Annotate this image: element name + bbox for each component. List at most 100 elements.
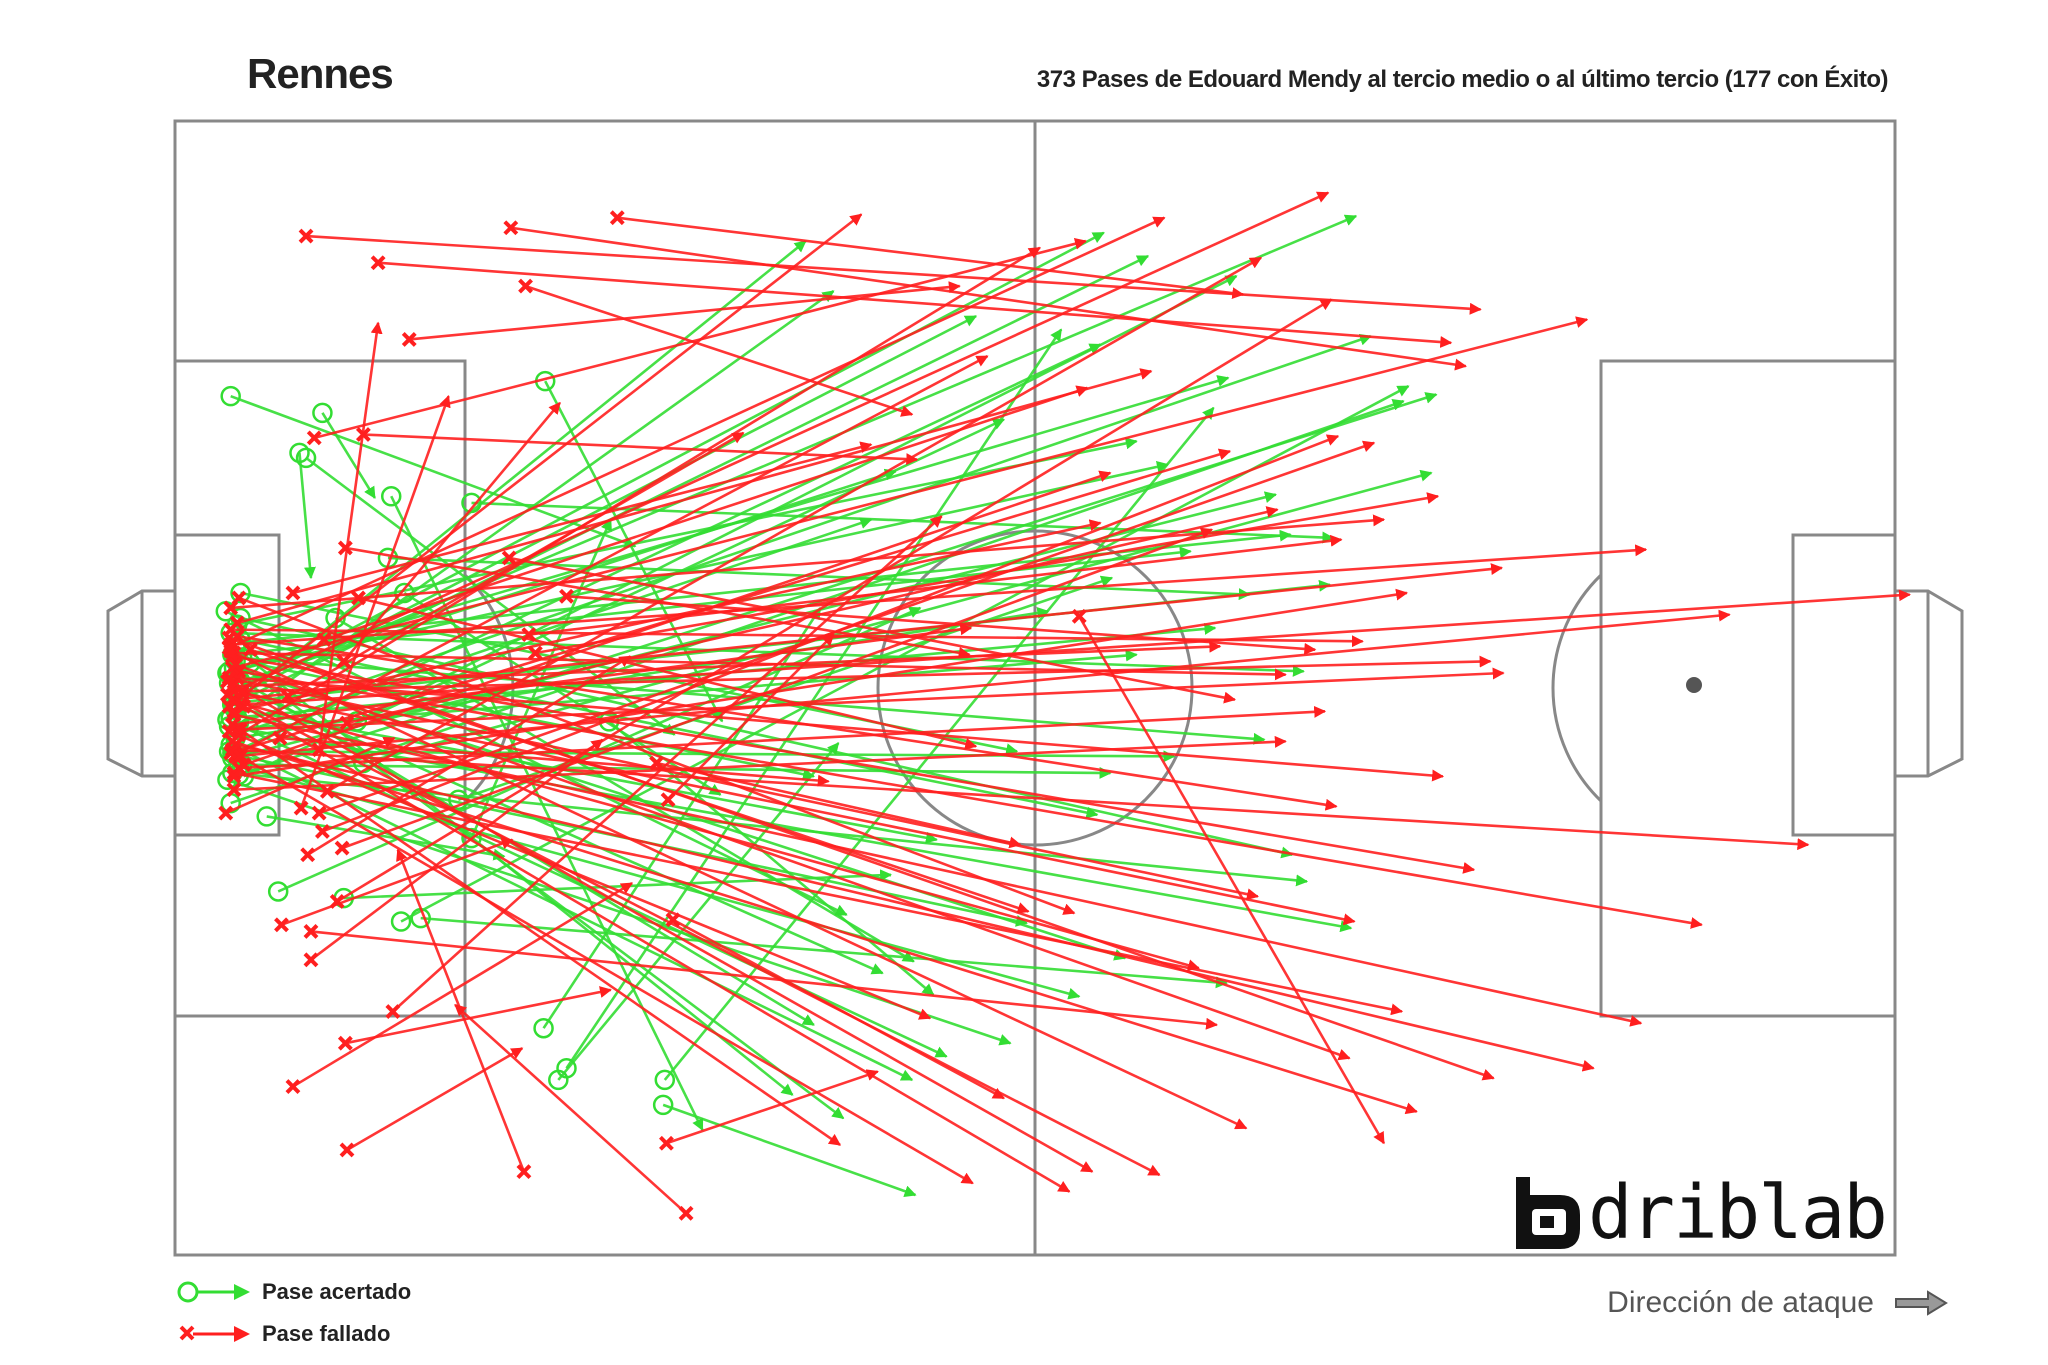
pass-success-origin — [654, 1069, 676, 1091]
pass-fail-origin — [233, 748, 248, 764]
pass-fail-origin — [298, 228, 314, 244]
pass-fail-origin — [224, 648, 240, 664]
pass-fail-origin — [665, 912, 681, 928]
pass-fail-arrow — [230, 544, 1648, 646]
legend-fail: Pase fallado — [176, 1321, 390, 1347]
pass-fail-arrow — [508, 556, 1237, 704]
pass-fail-origin — [1071, 608, 1087, 624]
pass-fail-origin — [337, 540, 353, 556]
pass-fail-arrow — [241, 691, 1356, 926]
pass-fail-origin — [401, 332, 417, 347]
pass-fail-arrow — [225, 736, 396, 815]
pass-fail-arrow — [358, 596, 978, 750]
pass-fail-origin — [274, 917, 289, 933]
pass-fail-arrow — [1078, 615, 1386, 1145]
pass-fail-arrow — [237, 635, 1338, 811]
pass-fail-arrow — [233, 191, 1330, 693]
pass-success-arrow — [662, 1103, 917, 1197]
pass-fail-arrow — [305, 234, 1482, 315]
pass-fail-origin — [221, 670, 237, 686]
pass-fail-arrow — [228, 730, 932, 1020]
pass-success-arrow — [238, 765, 1081, 1000]
pass-fail-arrow — [238, 596, 1076, 915]
right-goal-area — [1791, 533, 1897, 837]
pass-success-arrow — [225, 610, 848, 916]
pass-fail-arrow — [292, 881, 634, 1088]
pass-fail-origin — [678, 1205, 694, 1221]
pass-fail-arrow — [238, 246, 1041, 736]
pass-fail-origin — [303, 924, 319, 939]
pass-fail-arrow — [230, 514, 1386, 610]
pass-fail-origin — [306, 430, 322, 446]
pass-fail-origin — [559, 588, 574, 604]
pass-fail-origin — [218, 805, 234, 821]
pass-fail-origin — [385, 1004, 401, 1019]
brand-logo: driblab — [1516, 1170, 1888, 1256]
pass-success-arrow — [321, 412, 376, 499]
pass-fail-origin — [221, 723, 237, 739]
pass-fail-arrow — [235, 663, 1351, 1061]
pass-fail-arrow — [535, 492, 1440, 655]
pass-fail-arrow — [292, 441, 873, 595]
legend-fail-label: Pase fallado — [262, 1321, 391, 1346]
pass-fail-origin — [370, 255, 386, 271]
pass-fail-arrow — [378, 261, 1453, 348]
pass-fail-arrow — [321, 434, 1340, 833]
pass-success-origin — [461, 492, 482, 514]
pass-fail-origin — [226, 683, 242, 699]
pass-fail-origin — [516, 1164, 532, 1180]
pass-fail-arrow — [232, 623, 973, 726]
pass-fail-arrow — [363, 433, 919, 466]
pass-success-arrow — [298, 452, 316, 580]
pass-fail-origin — [228, 657, 244, 673]
pass-fail-arrow — [232, 316, 1589, 670]
pass-fail-origin — [242, 642, 258, 658]
pass-success-arrow — [356, 274, 1238, 723]
pass-fail-origin — [226, 768, 242, 784]
pass-success-arrow — [236, 437, 1138, 626]
pass-fail-arrow — [672, 918, 1005, 1100]
pass-fail-origin — [303, 952, 319, 968]
pass-fail-arrow — [345, 986, 612, 1045]
pass-fail-arrow — [235, 743, 1595, 1072]
pass-fail-arrow — [409, 281, 961, 341]
pass-fail-arrow — [239, 755, 974, 1185]
pass-fail-origin — [224, 733, 240, 749]
pass-fail-arrow — [232, 640, 1222, 688]
pass-fail-origin — [229, 628, 245, 644]
right-penalty-area — [1599, 359, 1897, 1018]
pass-fail-origin — [355, 427, 371, 442]
pass-fail-arrow — [238, 705, 1327, 770]
attack-direction-label: Dirección de ataque — [1607, 1286, 1874, 1319]
pass-fail-origin — [501, 550, 517, 566]
pass-fail-arrow — [287, 431, 745, 698]
pass-success-arrow — [363, 469, 1433, 765]
pass-fail-arrow — [617, 216, 1245, 300]
pass-success-arrow — [266, 815, 506, 861]
pass-success-arrow — [305, 456, 676, 736]
legend-success-label: Pase acertado — [262, 1279, 412, 1304]
pass-fail-arrow — [528, 534, 1343, 636]
pass-success-origin — [556, 1057, 577, 1079]
legend-success: Pase acertado — [176, 1279, 411, 1305]
left-goal — [106, 589, 175, 778]
pass-success-origin — [380, 485, 402, 507]
brand-wordmark: driblab — [1588, 1170, 1888, 1256]
pass-fail-origin — [339, 1142, 355, 1158]
pass-fail-arrow — [525, 284, 914, 417]
pass-fail-origin — [315, 824, 330, 839]
pass-fail-arrow — [228, 636, 1495, 1081]
pass-fail-origin — [527, 645, 543, 661]
series-fail — [218, 191, 1911, 1221]
pass-fail-arrow — [310, 930, 1219, 1030]
pass-success-origin — [256, 806, 277, 827]
pass-success-origin — [461, 827, 482, 849]
right-penalty-arc — [1551, 573, 1603, 803]
pass-fail-arrow — [249, 648, 1030, 914]
pass-fail-arrow — [232, 655, 1476, 874]
pass-fail-origin — [285, 585, 301, 601]
pass-success-origin — [267, 881, 289, 902]
pass-fail-origin — [659, 1135, 674, 1151]
pass-fail-origin — [221, 640, 237, 656]
